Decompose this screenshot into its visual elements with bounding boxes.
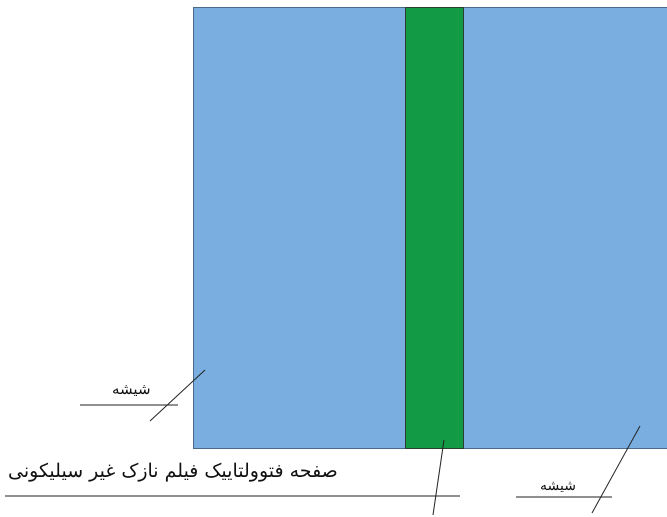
thin-film-pv-layer: [405, 7, 464, 449]
glass-left-label: شیشه: [112, 380, 151, 398]
glass-layer-left: [193, 7, 405, 449]
glass-right-label: شیشه: [540, 478, 576, 494]
glass-layer-right: [464, 7, 667, 449]
film-leader: [432, 439, 445, 516]
thin-film-pv-label: صفحه فتوولتاییک فیلم نازک غیر سیلیکونی: [8, 460, 338, 482]
